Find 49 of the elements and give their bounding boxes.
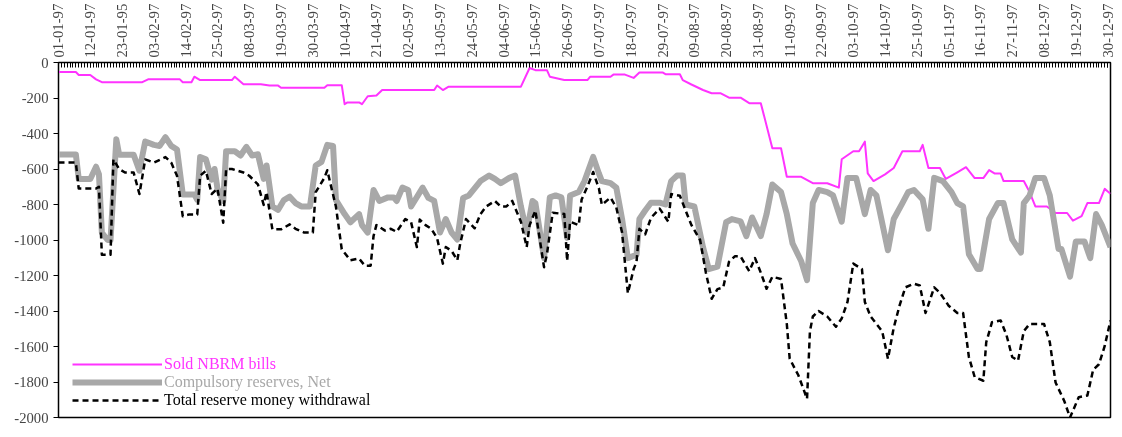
x-tick-label: 01-01-97	[50, 3, 67, 58]
x-tick-label: 25-02-97	[209, 3, 226, 58]
y-tick-label: -800	[21, 196, 49, 213]
y-tick-label: -2000	[14, 409, 49, 426]
y-tick-label: -1800	[14, 374, 49, 390]
x-tick-label: 14-02-97	[177, 3, 194, 58]
x-tick-label: 03-02-97	[145, 3, 162, 58]
y-tick-label: -1000	[14, 232, 49, 248]
text: Compulsory reserves, Net	[164, 373, 331, 391]
x-tick-label: 16-11-97	[972, 4, 989, 58]
x-tick-label: 13-05-97	[431, 3, 448, 58]
x-tick-label: 08-12-97	[1036, 3, 1053, 58]
y-tick-label: -600	[21, 161, 49, 177]
text: Total reserve money withdrawal	[164, 391, 371, 409]
x-tick-label: 20-08-97	[718, 3, 735, 58]
x-tick-label: 14-10-97	[877, 3, 894, 58]
x-tick-label: 02-05-97	[400, 3, 417, 58]
x-tick-label: 27-11-97	[1004, 4, 1021, 58]
x-tick-label: 08-03-97	[241, 3, 258, 58]
x-tick-label: 19-03-97	[273, 3, 290, 58]
x-tick-label: 30-12-97	[1099, 3, 1116, 58]
x-tick-label: 26-06-97	[559, 3, 576, 58]
x-tick-label: 23-01-95	[114, 3, 131, 58]
x-tick-label: 07-07-97	[590, 3, 607, 58]
line-series	[58, 67, 1111, 222]
x-tick-label: 25-10-97	[908, 3, 925, 58]
x-tick-label: 24-05-97	[463, 3, 480, 58]
x-tick-label: 18-07-97	[622, 3, 639, 58]
x-tick-label: 22-09-97	[813, 3, 830, 58]
text: Sold NBRM bills	[164, 355, 277, 373]
x-tick-label: 03-10-97	[845, 3, 862, 58]
x-tick-label: 12-01-97	[82, 3, 99, 58]
x-tick-label: 31-08-97	[749, 3, 766, 58]
y-tick-label: -400	[21, 125, 49, 142]
x-tick-label: 30-03-97	[304, 3, 321, 58]
x-tick-label: 21-04-97	[368, 3, 385, 58]
y-tick-label: 0	[41, 54, 49, 71]
x-tick-label: 09-08-97	[686, 3, 703, 58]
y-tick-label: -200	[21, 90, 49, 106]
x-tick-label: 04-06-97	[495, 3, 512, 58]
x-tick-label: 19-12-97	[1067, 3, 1084, 58]
x-tick-label: 05-11-97	[940, 4, 957, 58]
y-tick-label: -1600	[14, 338, 49, 355]
y-tick-label: -1200	[14, 267, 49, 284]
x-tick-label: 10-04-97	[336, 3, 353, 58]
x-tick-label: 11-09-97	[781, 4, 798, 58]
y-tick-label: -1400	[14, 303, 49, 319]
x-tick-label: 15-06-97	[527, 3, 544, 58]
x-tick-label: 29-07-97	[654, 3, 671, 58]
